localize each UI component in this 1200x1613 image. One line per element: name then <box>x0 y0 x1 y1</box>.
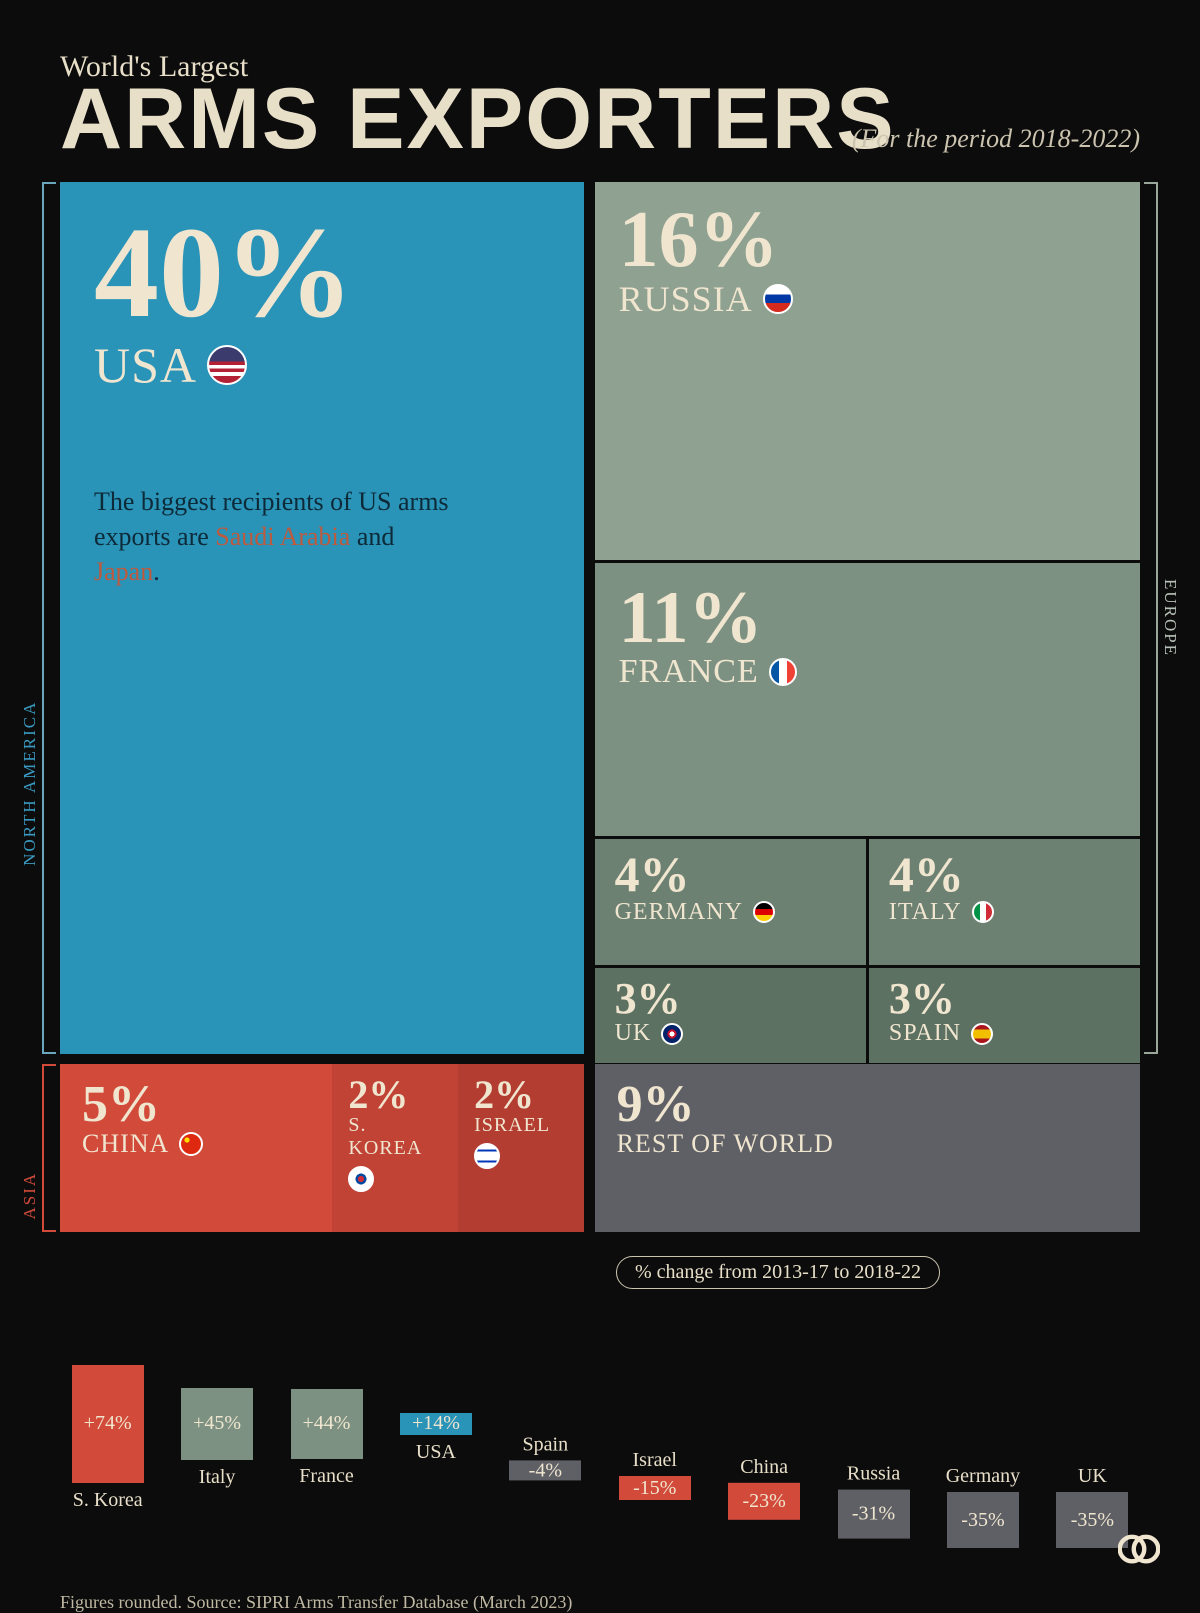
change-bar-france: +44% France <box>279 1389 374 1488</box>
cell-usa-pct: 40% <box>94 212 550 336</box>
change-label: Germany <box>946 1465 1020 1488</box>
cell-italy-name: ITALY <box>889 899 1120 926</box>
change-bar-israel: Israel -15% <box>607 1476 702 1500</box>
change-bar-italy: +45% Italy <box>169 1388 264 1489</box>
germany-flag-icon <box>753 901 775 923</box>
change-label: China <box>740 1456 788 1479</box>
title: ARMS EXPORTERS <box>60 76 896 162</box>
cell-row: 9% REST OF WORLD <box>595 1064 1140 1232</box>
header: World's Largest ARMS EXPORTERS (For the … <box>60 50 1140 162</box>
russia-flag-icon <box>763 284 793 314</box>
cell-germany: 4% GERMANY <box>595 839 866 965</box>
cell-germany-name: GERMANY <box>615 899 846 926</box>
israel-flag-icon <box>474 1143 500 1169</box>
change-bar: +74% <box>72 1365 144 1483</box>
change-bar: -35% <box>947 1492 1019 1548</box>
cell-france-pct: 11% <box>619 583 1116 653</box>
change-bar-usa: +14% USA <box>388 1413 483 1464</box>
change-bar: +45% <box>181 1388 253 1460</box>
cell-italy: 4% ITALY <box>869 839 1140 965</box>
usa-caption: The biggest recipients of US arms export… <box>94 484 454 589</box>
cell-uk-name: UK <box>615 1020 846 1047</box>
france-flag-icon <box>769 658 797 686</box>
region-na: NORTH AMERICA <box>20 700 40 865</box>
cell-uk-pct: 3% <box>615 978 846 1020</box>
change-bar-skorea: +74% S. Korea <box>60 1365 155 1512</box>
region-asia: ASIA <box>20 1172 40 1220</box>
uk-flag-icon <box>661 1023 683 1045</box>
cell-skorea: 2% S. KOREA <box>332 1064 458 1232</box>
skorea-flag-icon <box>348 1166 374 1192</box>
brand-logo-icon <box>1118 1528 1160 1570</box>
cell-spain: 3% SPAIN <box>869 968 1140 1063</box>
treemap: NORTH AMERICA ASIA EUROPE 40% USA The bi… <box>60 182 1140 1232</box>
cell-italy-pct: 4% <box>889 851 1120 899</box>
cell-row-name: REST OF WORLD <box>617 1129 1118 1159</box>
change-bar: +14% <box>400 1413 472 1435</box>
change-bar-spain: Spain -4% <box>498 1461 593 1481</box>
change-bar: -15% <box>619 1476 691 1500</box>
change-title: % change from 2013-17 to 2018-22 <box>616 1256 940 1289</box>
change-label: USA <box>416 1441 456 1464</box>
cell-israel-name: ISRAEL <box>474 1114 568 1169</box>
change-label: Italy <box>199 1466 236 1489</box>
change-bar-china: China -23% <box>716 1483 811 1520</box>
cell-skorea-pct: 2% <box>348 1076 442 1114</box>
change-label: Spain <box>523 1434 569 1457</box>
change-bar: -31% <box>838 1489 910 1539</box>
cell-russia: 16% RUSSIA <box>595 182 1140 560</box>
region-europe: EUROPE <box>1160 579 1180 657</box>
change-label: France <box>299 1465 353 1488</box>
cell-russia-name: RUSSIA <box>619 278 1116 320</box>
change-label: Russia <box>847 1462 900 1485</box>
cell-russia-pct: 16% <box>619 202 1116 278</box>
china-flag-icon <box>179 1132 203 1156</box>
cell-usa: 40% USA The biggest recipients of US arm… <box>60 182 584 1054</box>
cell-israel-pct: 2% <box>474 1076 568 1114</box>
change-bar: -23% <box>728 1483 800 1520</box>
period: (For the period 2018-2022) <box>852 124 1140 154</box>
change-label: Israel <box>633 1449 677 1472</box>
change-bar-germany: Germany -35% <box>935 1492 1030 1548</box>
footer-source: Figures rounded. Source: SIPRI Arms Tran… <box>60 1592 1140 1613</box>
cell-israel: 2% ISRAEL <box>458 1064 584 1232</box>
cell-spain-pct: 3% <box>889 978 1120 1020</box>
spain-flag-icon <box>971 1023 993 1045</box>
cell-skorea-name: S. KOREA <box>348 1114 442 1192</box>
cell-china: 5% CHINA <box>60 1064 332 1232</box>
cell-france: 11% FRANCE <box>595 563 1140 836</box>
change-bar: +44% <box>291 1389 363 1459</box>
cell-france-name: FRANCE <box>619 653 1116 691</box>
usa-flag-icon <box>207 345 247 385</box>
change-chart: % change from 2013-17 to 2018-22 +74% S.… <box>60 1262 1140 1562</box>
cell-uk: 3% UK <box>595 968 866 1063</box>
cell-china-pct: 5% <box>82 1080 310 1129</box>
cell-row-pct: 9% <box>617 1080 1118 1129</box>
change-bar: -4% <box>509 1461 581 1481</box>
change-bar-russia: Russia -31% <box>826 1489 921 1539</box>
change-label: S. Korea <box>73 1489 143 1512</box>
change-label: UK <box>1078 1465 1107 1488</box>
cell-germany-pct: 4% <box>615 851 846 899</box>
cell-spain-name: SPAIN <box>889 1020 1120 1047</box>
italy-flag-icon <box>972 901 994 923</box>
cell-china-name: CHINA <box>82 1129 310 1159</box>
